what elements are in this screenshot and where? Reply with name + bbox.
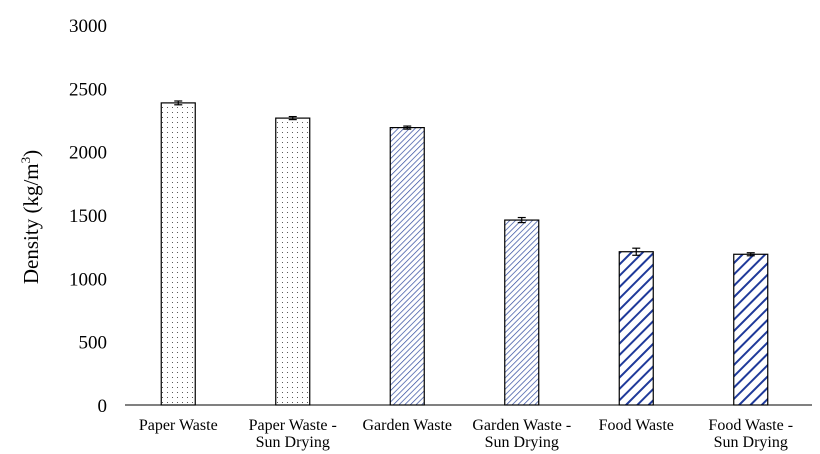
x-category-label: Garden Waste xyxy=(363,417,453,434)
x-category-label: Food Waste -Sun Drying xyxy=(708,417,793,451)
error-bars-group xyxy=(174,100,755,257)
x-axis-labels: Paper Waste Paper Waste -Sun DryingGarden… xyxy=(139,417,793,451)
bar xyxy=(275,117,311,406)
x-category-label: Garden Waste -Sun Drying xyxy=(472,417,571,451)
x-category-label-line: Paper Waste - xyxy=(249,417,337,434)
y-tick-label: 500 xyxy=(79,333,108,354)
x-category-label-line: Sun Drying xyxy=(714,434,788,451)
error-bar xyxy=(517,216,526,224)
x-category-label-line: Garden Waste - xyxy=(472,417,571,434)
y-tick-label: 2000 xyxy=(69,143,107,164)
x-category-label-line: Food Waste - xyxy=(708,417,793,434)
bar xyxy=(618,251,654,406)
y-axis-title-main: Density (kg/m xyxy=(19,163,43,284)
bar xyxy=(160,102,196,406)
bars-group xyxy=(160,102,769,406)
bar xyxy=(389,126,425,406)
error-bar xyxy=(288,115,297,121)
x-category-label-line: Garden Waste xyxy=(363,417,453,434)
y-axis-title-superscript: 3 xyxy=(18,157,33,164)
bar xyxy=(504,219,540,406)
y-tick-label: 3000 xyxy=(69,16,107,37)
x-category-label-line: Sun Drying xyxy=(256,434,330,451)
error-bar xyxy=(403,125,412,130)
x-category-label-line: Paper Waste xyxy=(139,417,218,434)
x-category-label-line: Food Waste xyxy=(599,417,674,434)
x-category-label-line: Sun Drying xyxy=(485,434,559,451)
y-tick-label: 0 xyxy=(98,396,108,417)
x-category-label: Paper Waste -Sun Drying xyxy=(249,417,337,451)
y-tick-label: 1000 xyxy=(69,269,107,290)
bar xyxy=(733,253,769,406)
error-bar xyxy=(746,252,755,257)
x-category-label: Food Waste xyxy=(599,417,674,434)
y-axis-ticks: 0 500 1000 1500 2000 2500 3000 xyxy=(69,16,107,417)
y-tick-label: 2500 xyxy=(69,79,107,100)
y-axis-title: Density (kg/m3) xyxy=(18,150,43,284)
y-axis-title-close: ) xyxy=(19,150,43,157)
error-bar xyxy=(174,100,183,106)
y-tick-label: 1500 xyxy=(69,206,107,227)
x-category-label: Paper Waste xyxy=(139,417,218,434)
error-bar xyxy=(632,247,641,256)
